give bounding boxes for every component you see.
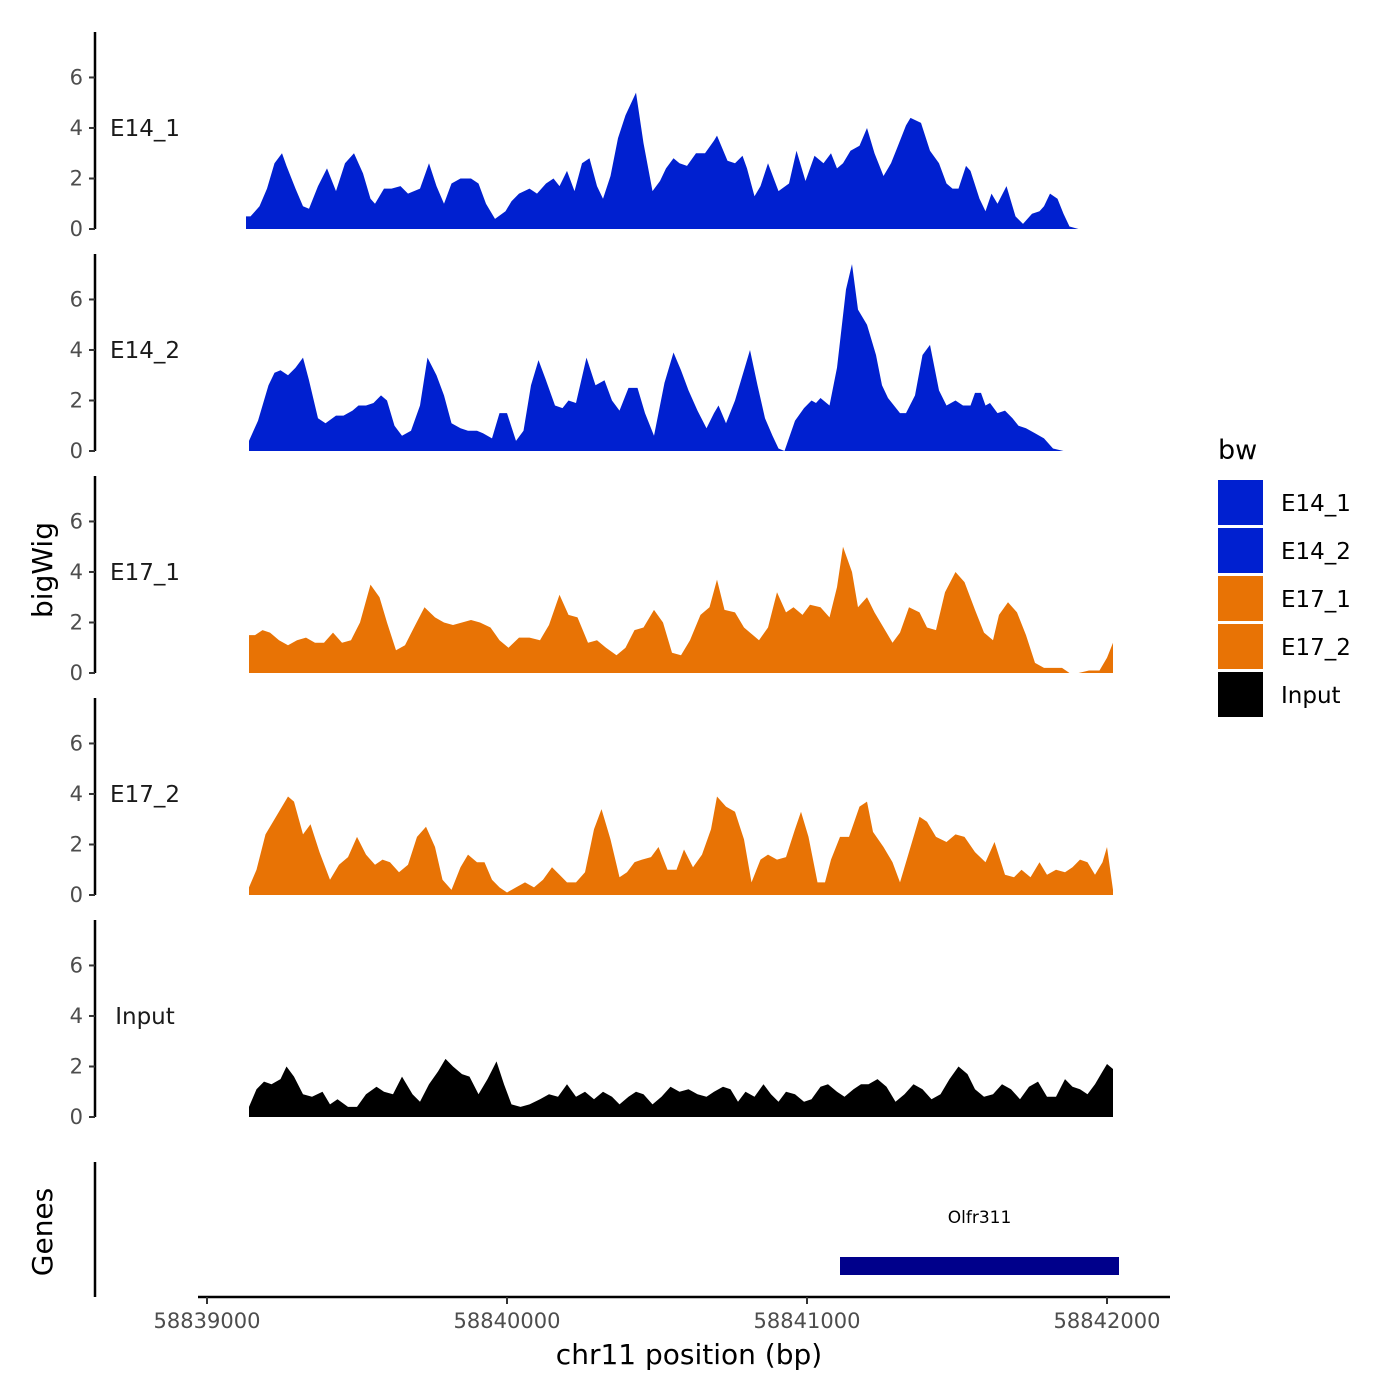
track-label: E14_2	[110, 338, 180, 364]
y-tick-label: 6	[70, 65, 83, 89]
y-tick-label: 2	[70, 832, 83, 856]
legend-label: E14_2	[1281, 539, 1351, 565]
legend-title: bw	[1218, 435, 1257, 466]
x-tick-label: 58841000	[754, 1309, 861, 1333]
x-tick-label: 58839000	[154, 1309, 261, 1333]
y-tick-label: 0	[70, 883, 83, 907]
legend-swatch	[1218, 528, 1263, 573]
y-tick-label: 0	[70, 1105, 83, 1129]
y-tick-label: 2	[70, 610, 83, 634]
y-tick-label: 6	[70, 731, 83, 755]
y-tick-label: 4	[70, 338, 83, 362]
x-tick-label: 58842000	[1054, 1309, 1161, 1333]
y-tick-label: 0	[70, 439, 83, 463]
y-tick-label: 2	[70, 166, 83, 190]
legend-label: E17_1	[1281, 587, 1351, 613]
y-tick-label: 2	[70, 1054, 83, 1078]
y-tick-label: 6	[70, 953, 83, 977]
y-axis-title: bigWig	[26, 522, 59, 618]
y-tick-label: 6	[70, 287, 83, 311]
track-label: E17_2	[110, 782, 180, 808]
track-Input: 0 2 4 6 Input	[70, 920, 1113, 1129]
track-E17_2: 0 2 4 6 E17_2	[70, 698, 1113, 907]
signal-area	[249, 796, 1113, 895]
legend-swatch	[1218, 576, 1263, 621]
track-E17_1: 0 2 4 6 E17_1	[70, 476, 1113, 685]
legend-item-Input: Input	[1218, 672, 1341, 717]
gene-track: Olfr311	[93, 1162, 1119, 1297]
track-panels: 0 2 4 6 E14_1 0 2 4 6 E14_2 0 2 4 6 E17_1 0 2 4 6 E17_2 0 2 4 6…	[70, 32, 1113, 1129]
legend-swatch	[1218, 624, 1263, 669]
gene-Olfr311: Olfr311	[840, 1208, 1119, 1275]
y-tick-label: 4	[70, 782, 83, 806]
legend-label: E17_2	[1281, 635, 1351, 661]
legend-swatch	[1218, 672, 1263, 717]
gene-body	[840, 1257, 1119, 1275]
track-label: E14_1	[110, 116, 180, 142]
legend-item-E14_1: E14_1	[1218, 480, 1351, 525]
x-axis: 58839000 58840000 58841000 58842000	[154, 1295, 1170, 1333]
y-tick-label: 4	[70, 116, 83, 140]
legend-label: E14_1	[1281, 491, 1351, 517]
y-tick-label: 0	[70, 217, 83, 241]
legend-label: Input	[1281, 683, 1341, 709]
signal-area	[249, 264, 1110, 451]
y-tick-label: 2	[70, 388, 83, 412]
legend-item-E17_1: E17_1	[1218, 576, 1351, 621]
legend: bw E14_1 E14_2 E17_1 E17_2 Input	[1218, 435, 1351, 717]
track-E14_2: 0 2 4 6 E14_2	[70, 254, 1110, 463]
signal-area	[249, 1058, 1113, 1117]
legend-item-E17_2: E17_2	[1218, 624, 1351, 669]
y-tick-label: 0	[70, 661, 83, 685]
legend-swatch	[1218, 480, 1263, 525]
track-E14_1: 0 2 4 6 E14_1	[70, 32, 1113, 241]
genes-track-title: Genes	[26, 1188, 59, 1276]
signal-area	[249, 546, 1113, 673]
y-tick-label: 6	[70, 509, 83, 533]
gene-label: Olfr311	[948, 1208, 1012, 1228]
track-label: Input	[115, 1004, 175, 1030]
x-axis-title: chr11 position (bp)	[556, 1338, 822, 1371]
track-label: E17_1	[110, 560, 180, 586]
legend-item-E14_2: E14_2	[1218, 528, 1351, 573]
signal-area	[246, 92, 1113, 229]
x-tick-label: 58840000	[454, 1309, 561, 1333]
y-tick-label: 4	[70, 560, 83, 584]
y-tick-label: 4	[70, 1004, 83, 1028]
